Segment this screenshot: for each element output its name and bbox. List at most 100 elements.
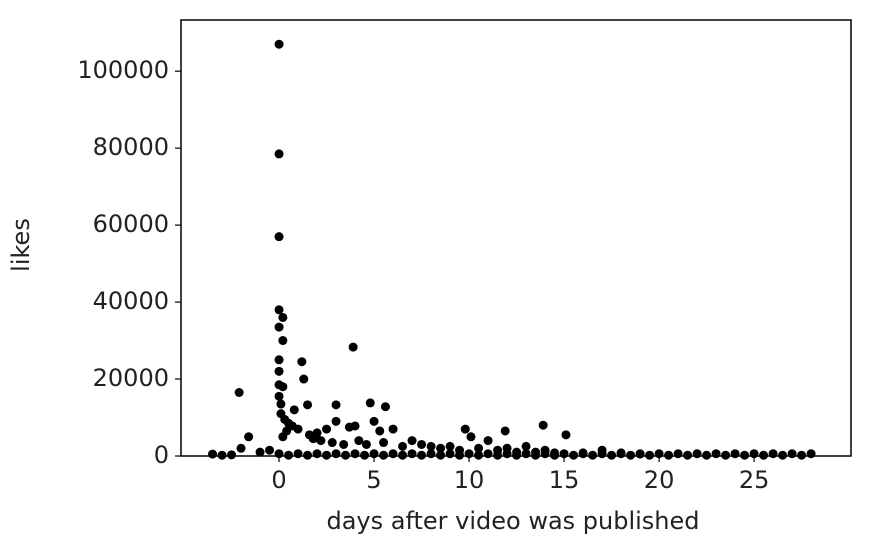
point (445, 441, 455, 451)
point (375, 426, 385, 436)
point (274, 449, 284, 459)
point (227, 450, 237, 460)
point (398, 441, 408, 451)
point (512, 450, 522, 460)
point (721, 450, 731, 460)
point (540, 449, 550, 459)
y-tick-label: 20000 (93, 364, 169, 392)
point (312, 449, 322, 459)
point (278, 432, 288, 442)
point (265, 445, 275, 455)
point (778, 450, 788, 460)
point (483, 449, 493, 459)
point (474, 443, 484, 453)
point (217, 450, 227, 460)
x-tick-label: 20 (644, 466, 675, 494)
point (278, 312, 288, 322)
point (521, 441, 531, 451)
point (303, 400, 313, 410)
point (379, 450, 389, 460)
y-tick-label: 40000 (93, 287, 169, 315)
point (730, 449, 740, 459)
point (664, 450, 674, 460)
point (299, 374, 309, 384)
point (360, 450, 370, 460)
point (303, 450, 313, 460)
point (645, 450, 655, 460)
point (683, 450, 693, 460)
point (768, 449, 778, 459)
point (561, 430, 571, 440)
point (407, 449, 417, 459)
point (278, 336, 288, 346)
point (455, 450, 465, 460)
point (297, 357, 307, 367)
point (274, 39, 284, 49)
point (322, 450, 332, 460)
point (327, 438, 337, 448)
point (474, 450, 484, 460)
point (597, 449, 607, 459)
point (274, 366, 284, 376)
point (365, 398, 375, 408)
point (361, 439, 371, 449)
point (308, 434, 318, 444)
point (398, 450, 408, 460)
point (616, 449, 626, 459)
point (569, 450, 579, 460)
point (759, 450, 769, 460)
point (379, 438, 389, 448)
point (284, 450, 294, 460)
point (635, 449, 645, 459)
point (436, 443, 446, 453)
point (588, 450, 598, 460)
x-tick-label: 10 (454, 466, 485, 494)
point (339, 439, 349, 449)
point (274, 232, 284, 242)
point (460, 424, 470, 434)
point (316, 436, 326, 446)
point (407, 436, 417, 446)
point (711, 449, 721, 459)
point (521, 449, 531, 459)
point (293, 424, 303, 434)
point (538, 420, 548, 430)
x-tick-label: 15 (549, 466, 580, 494)
point (348, 342, 358, 352)
point (274, 322, 284, 332)
point (388, 449, 398, 459)
point (806, 449, 816, 459)
point (331, 449, 341, 459)
point (749, 449, 759, 459)
point (626, 450, 636, 460)
point (500, 426, 510, 436)
x-axis-label: days after video was published (326, 507, 699, 535)
point (466, 432, 476, 442)
point (673, 449, 683, 459)
point (483, 436, 493, 446)
point (369, 416, 379, 426)
y-tick-label: 80000 (93, 133, 169, 161)
point (380, 402, 390, 412)
x-tick-label: 5 (366, 466, 381, 494)
x-tick-label: 0 (271, 466, 286, 494)
point (445, 449, 455, 459)
point (417, 439, 427, 449)
point (322, 424, 332, 434)
point (293, 449, 303, 459)
point (740, 450, 750, 460)
point (436, 450, 446, 460)
point (278, 382, 288, 392)
point (417, 450, 427, 460)
point (208, 449, 218, 459)
point (350, 449, 360, 459)
point (236, 443, 246, 453)
point (354, 436, 364, 446)
point (464, 449, 474, 459)
point (331, 416, 341, 426)
point (255, 447, 265, 457)
point (274, 149, 284, 159)
x-tick-label: 25 (739, 466, 770, 494)
point (274, 391, 284, 401)
